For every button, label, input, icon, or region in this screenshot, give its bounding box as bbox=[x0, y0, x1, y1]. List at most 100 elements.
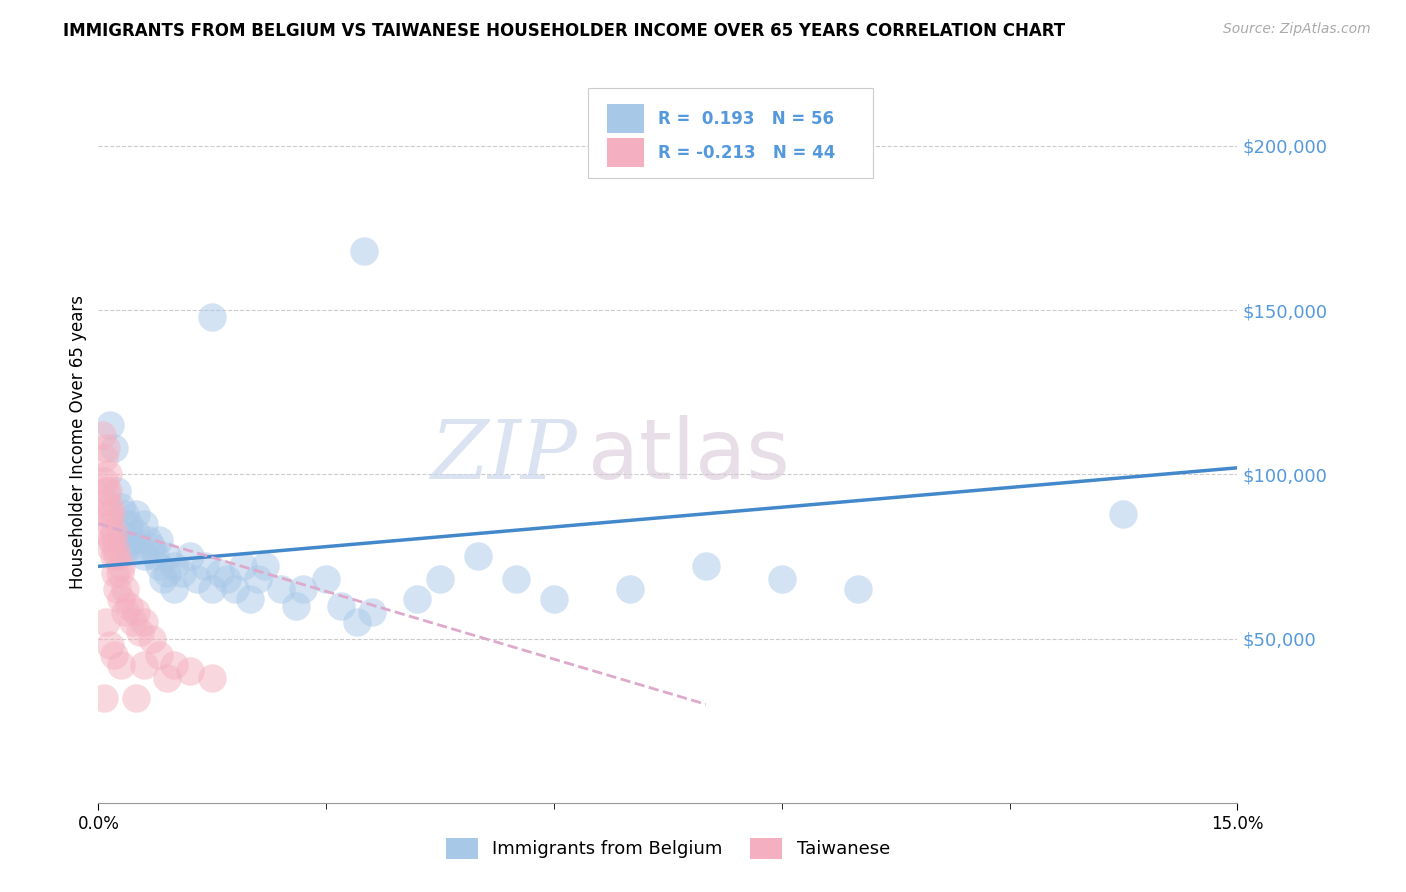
Point bbox=[107, 483, 129, 498]
Point bbox=[346, 615, 368, 630]
Point bbox=[104, 566, 127, 580]
Point bbox=[239, 592, 262, 607]
Point bbox=[98, 516, 121, 531]
Point bbox=[246, 573, 269, 587]
Point bbox=[132, 549, 155, 564]
Point bbox=[91, 428, 114, 442]
Point bbox=[103, 441, 125, 455]
Point bbox=[148, 559, 170, 574]
Point bbox=[179, 549, 201, 564]
Point bbox=[315, 573, 337, 587]
Text: R = -0.213   N = 44: R = -0.213 N = 44 bbox=[658, 144, 835, 161]
Point bbox=[96, 507, 118, 521]
Point bbox=[118, 516, 141, 531]
Point bbox=[770, 573, 793, 587]
Point bbox=[97, 526, 120, 541]
Point bbox=[98, 638, 121, 652]
Point bbox=[232, 559, 254, 574]
Point bbox=[104, 540, 127, 554]
Point bbox=[141, 632, 163, 646]
Point bbox=[129, 625, 152, 640]
Point bbox=[114, 605, 136, 619]
Point bbox=[98, 540, 121, 554]
Point bbox=[136, 533, 159, 547]
Point bbox=[118, 599, 141, 613]
FancyBboxPatch shape bbox=[607, 104, 644, 133]
Point bbox=[129, 540, 152, 554]
Point bbox=[467, 549, 489, 564]
Legend: Immigrants from Belgium, Taiwanese: Immigrants from Belgium, Taiwanese bbox=[446, 838, 890, 859]
Point bbox=[201, 582, 224, 597]
Point bbox=[179, 665, 201, 679]
Point bbox=[114, 507, 136, 521]
Point bbox=[353, 244, 375, 258]
Point bbox=[201, 671, 224, 685]
Point bbox=[107, 549, 129, 564]
Point bbox=[107, 582, 129, 597]
Point bbox=[114, 540, 136, 554]
Point bbox=[100, 533, 122, 547]
Point bbox=[103, 549, 125, 564]
Point bbox=[163, 559, 186, 574]
Point bbox=[201, 310, 224, 324]
Text: IMMIGRANTS FROM BELGIUM VS TAIWANESE HOUSEHOLDER INCOME OVER 65 YEARS CORRELATIO: IMMIGRANTS FROM BELGIUM VS TAIWANESE HOU… bbox=[63, 22, 1066, 40]
Point bbox=[96, 467, 118, 482]
Point bbox=[254, 559, 277, 574]
Point bbox=[100, 507, 122, 521]
Point bbox=[125, 605, 148, 619]
Point bbox=[110, 526, 132, 541]
Point bbox=[93, 474, 115, 488]
Point bbox=[156, 671, 179, 685]
Point bbox=[505, 573, 527, 587]
Point bbox=[163, 657, 186, 672]
Point bbox=[121, 615, 143, 630]
Point bbox=[148, 533, 170, 547]
Point bbox=[695, 559, 717, 574]
Point bbox=[132, 516, 155, 531]
Point bbox=[543, 592, 565, 607]
Point bbox=[145, 549, 167, 564]
Point bbox=[125, 526, 148, 541]
Point bbox=[224, 582, 246, 597]
Point bbox=[406, 592, 429, 607]
Point bbox=[217, 573, 239, 587]
Point bbox=[98, 500, 121, 515]
Point bbox=[110, 500, 132, 515]
Point bbox=[292, 582, 315, 597]
Point bbox=[156, 566, 179, 580]
Point bbox=[114, 582, 136, 597]
Point bbox=[360, 605, 382, 619]
Point bbox=[125, 507, 148, 521]
Point bbox=[103, 526, 125, 541]
Point bbox=[108, 566, 131, 580]
Text: R =  0.193   N = 56: R = 0.193 N = 56 bbox=[658, 110, 834, 128]
Text: ZIP: ZIP bbox=[430, 416, 576, 496]
Point bbox=[1112, 507, 1135, 521]
Point bbox=[93, 690, 115, 705]
Point bbox=[94, 493, 117, 508]
Point bbox=[148, 648, 170, 662]
Point bbox=[208, 566, 231, 580]
Point bbox=[94, 441, 117, 455]
Point bbox=[103, 648, 125, 662]
Point bbox=[121, 533, 143, 547]
FancyBboxPatch shape bbox=[607, 138, 644, 167]
FancyBboxPatch shape bbox=[588, 87, 873, 178]
Point bbox=[141, 540, 163, 554]
Point bbox=[163, 582, 186, 597]
Text: atlas: atlas bbox=[588, 416, 790, 497]
Point bbox=[156, 549, 179, 564]
Point bbox=[110, 592, 132, 607]
Point bbox=[110, 559, 132, 574]
Point bbox=[270, 582, 292, 597]
Point bbox=[619, 582, 641, 597]
Y-axis label: Householder Income Over 65 years: Householder Income Over 65 years bbox=[69, 294, 87, 589]
Point bbox=[97, 483, 120, 498]
Point bbox=[118, 540, 141, 554]
Point bbox=[846, 582, 869, 597]
Point bbox=[94, 615, 117, 630]
Point bbox=[186, 573, 208, 587]
Point bbox=[284, 599, 307, 613]
Point bbox=[110, 657, 132, 672]
Point bbox=[170, 566, 193, 580]
